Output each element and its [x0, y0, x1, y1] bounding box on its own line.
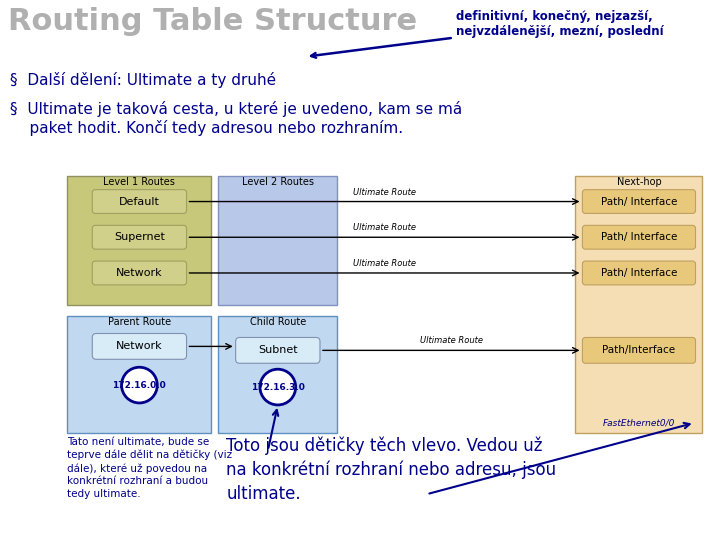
FancyBboxPatch shape — [218, 176, 338, 305]
FancyBboxPatch shape — [92, 334, 186, 359]
Text: definitivní, konečný, nejzazší,
nejvzdálenější, mezní, poslední: definitivní, konečný, nejzazší, nejvzdál… — [311, 10, 664, 58]
Text: Ultimate Route: Ultimate Route — [420, 336, 482, 346]
Text: Level 1 Routes: Level 1 Routes — [104, 177, 176, 187]
Text: §  Ultimate je taková cesta, u které je uvedeno, kam se má
    paket hodit. Konč: § Ultimate je taková cesta, u které je u… — [10, 102, 462, 136]
Text: Tato není ultimate, bude se
teprve dále dělit na dětičky (viz
dále), které už po: Tato není ultimate, bude se teprve dále … — [68, 437, 233, 500]
Text: Supernet: Supernet — [114, 232, 165, 242]
Text: Default: Default — [119, 197, 160, 206]
Text: Level 2 Routes: Level 2 Routes — [242, 177, 314, 187]
FancyBboxPatch shape — [68, 176, 212, 305]
FancyBboxPatch shape — [92, 190, 186, 213]
Text: FastEthernet0/0: FastEthernet0/0 — [603, 418, 675, 428]
FancyBboxPatch shape — [582, 190, 696, 213]
Text: Subnet: Subnet — [258, 346, 297, 355]
Circle shape — [260, 369, 296, 405]
FancyBboxPatch shape — [218, 316, 338, 433]
Text: Routing Table Structure: Routing Table Structure — [8, 7, 417, 36]
FancyBboxPatch shape — [575, 176, 703, 433]
FancyBboxPatch shape — [582, 261, 696, 285]
Text: Child Route: Child Route — [250, 316, 306, 327]
Text: Network: Network — [116, 341, 163, 352]
Text: Parent Route: Parent Route — [108, 316, 171, 327]
FancyBboxPatch shape — [582, 225, 696, 249]
Text: Network: Network — [116, 268, 163, 278]
FancyBboxPatch shape — [235, 338, 320, 363]
Text: Ultimate Route: Ultimate Route — [353, 187, 416, 197]
Text: Path/ Interface: Path/ Interface — [600, 232, 677, 242]
Text: 172.16.0.0: 172.16.0.0 — [112, 381, 166, 389]
Text: 172.16.3.0: 172.16.3.0 — [251, 382, 305, 392]
FancyBboxPatch shape — [68, 316, 212, 433]
Circle shape — [122, 367, 157, 403]
Text: Toto jsou dětičky těch vlevo. Vedou už
na konkrétní rozhraní nebo adresu, jsou
u: Toto jsou dětičky těch vlevo. Vedou už n… — [226, 437, 557, 503]
FancyBboxPatch shape — [92, 261, 186, 285]
FancyBboxPatch shape — [92, 225, 186, 249]
Text: Ultimate Route: Ultimate Route — [353, 259, 416, 268]
Text: Path/ Interface: Path/ Interface — [600, 268, 677, 278]
Text: Path/ Interface: Path/ Interface — [600, 197, 677, 206]
Text: Ultimate Route: Ultimate Route — [353, 224, 416, 232]
FancyBboxPatch shape — [582, 338, 696, 363]
Text: Path/Interface: Path/Interface — [603, 346, 675, 355]
Text: §  Další dělení: Ultimate a ty druhé: § Další dělení: Ultimate a ty druhé — [10, 72, 276, 87]
Text: Next-hop: Next-hop — [616, 177, 662, 187]
